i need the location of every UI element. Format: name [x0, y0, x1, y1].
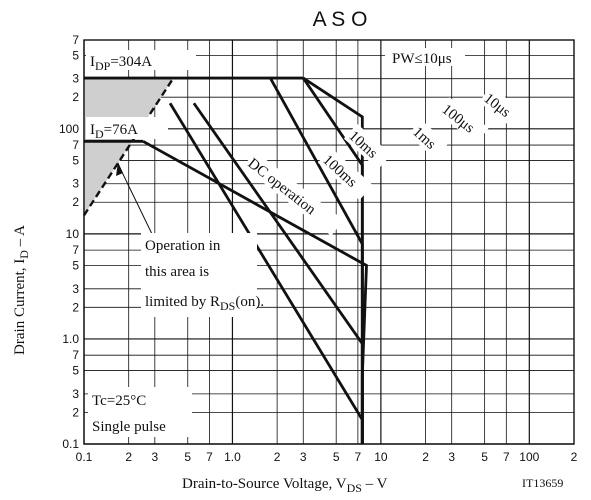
- x-tick-label: 3: [300, 450, 307, 464]
- id-label: ID=76A: [90, 122, 138, 141]
- y-tick-label: 2: [72, 90, 79, 104]
- note-arrow-line: [119, 167, 153, 235]
- y-tick-label: 3: [72, 282, 79, 296]
- y-axis-label: Drain Current, ID – A: [12, 225, 31, 355]
- y-axis-label-sub: D: [17, 250, 31, 259]
- y-tick-label: 10: [66, 227, 80, 241]
- series-lines: [82, 76, 368, 444]
- y-tick-label: 7: [72, 138, 79, 152]
- rds-limit-line: [82, 77, 175, 217]
- x-tick-label: 0.1: [76, 450, 93, 464]
- x-tick-label: 5: [481, 450, 488, 464]
- conditions-bg: [88, 387, 192, 437]
- series-label-10us: 10μs: [478, 86, 523, 127]
- x-tick-label: 1.0: [224, 450, 241, 464]
- y-tick-label: 2: [72, 300, 79, 314]
- note-bg: [141, 233, 257, 317]
- x-tick-label: 5: [333, 450, 340, 464]
- x-tick-label: 100: [519, 450, 539, 464]
- x-tick-label: 2: [125, 450, 132, 464]
- figure-code: IT13659: [522, 476, 563, 490]
- plot-frame: [83, 39, 575, 445]
- series-line-2: [269, 77, 364, 444]
- y-tick-label: 7: [72, 33, 79, 47]
- y-tick-label: 3: [72, 177, 79, 191]
- rds-limited-area: [84, 78, 174, 216]
- x-tick-label: 7: [206, 450, 213, 464]
- x-tick-label: 2: [422, 450, 429, 464]
- series-label-100us: 100μs: [436, 97, 489, 144]
- pw-label: PW≤10μs: [392, 51, 452, 67]
- y-tick-label: 7: [72, 348, 79, 362]
- y-tick-label: 2: [72, 405, 79, 419]
- x-tick-label: 5: [184, 450, 191, 464]
- pw-label-bg: [385, 48, 465, 66]
- x-tick-label: 7: [503, 450, 510, 464]
- y-tick-label: 5: [72, 153, 79, 167]
- y-tick-label: 5: [72, 364, 79, 378]
- x-tick-label: 2: [274, 450, 281, 464]
- x-tick-label: 7: [355, 450, 362, 464]
- y-tick-label: 2: [72, 195, 79, 209]
- x-axis-label-sub: DS: [347, 481, 362, 495]
- operation-note: Operation in this area is limited by RDS…: [145, 238, 264, 313]
- y-tick-label: 7: [72, 243, 79, 257]
- y-tick-label: 3: [72, 387, 79, 401]
- y-tick-label: 0.1: [62, 437, 79, 451]
- y-tick-label: 5: [72, 48, 79, 62]
- x-tick-label: 10: [374, 450, 388, 464]
- conditions-text: Tc=25°C Single pulse: [92, 393, 166, 435]
- x-tick-label: 3: [151, 450, 158, 464]
- y-tick-label: 100: [59, 122, 79, 136]
- y-tick-label: 3: [72, 72, 79, 86]
- y-tick-label: 1.0: [62, 332, 79, 346]
- tick-labels: 0.1 2 3 5 7 1.0 2 3 5 7 10 2 3 5 7 100 20.123571.0235710…: [59, 33, 578, 464]
- series-label-1ms: 1ms: [407, 119, 448, 159]
- idp-label: IDP=304A: [90, 54, 152, 73]
- svg-text:DC operation: DC operation: [245, 156, 319, 219]
- x-tick-label: 2: [571, 450, 578, 464]
- series-line-5: [142, 140, 368, 444]
- chart-title: A S O: [313, 8, 368, 31]
- idp-label-bg: [86, 50, 196, 70]
- x-tick-label: 3: [448, 450, 455, 464]
- id-label-bg: [86, 117, 168, 139]
- note-arrowhead: [116, 162, 123, 176]
- x-axis-label: Drain-to-Source Voltage, VDS – V: [182, 476, 388, 495]
- y-tick-label: 5: [72, 258, 79, 272]
